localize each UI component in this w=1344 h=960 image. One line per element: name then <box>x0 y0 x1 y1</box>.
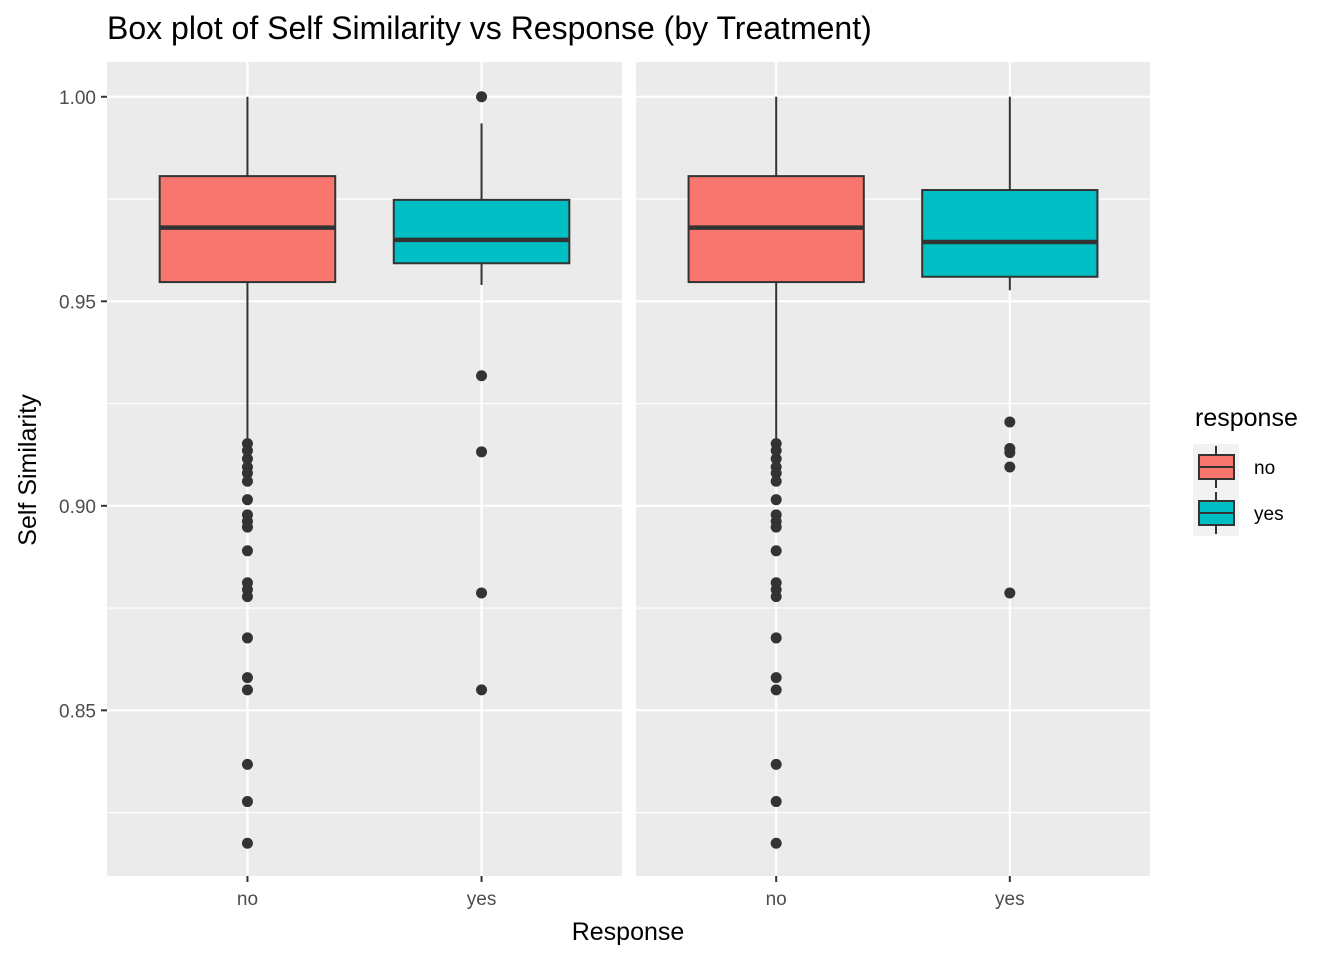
outlier-point <box>770 494 782 506</box>
outlier-point <box>241 684 253 696</box>
outlier-point <box>770 796 782 808</box>
y-tick-label: 0.90 <box>59 497 96 518</box>
box-yes <box>392 91 571 696</box>
box-no <box>158 96 337 849</box>
outlier-point <box>770 453 782 465</box>
outlier-point <box>476 587 488 599</box>
y-tick-label: 0.85 <box>59 701 96 722</box>
outlier-point <box>476 684 488 696</box>
outlier-point <box>770 467 782 479</box>
legend-title: response <box>1195 404 1298 432</box>
outlier-point <box>241 758 253 770</box>
legend-label: yes <box>1254 504 1284 525</box>
outlier-point <box>241 521 253 533</box>
x-tick-label: no <box>237 889 258 910</box>
y-tick-label: 1.00 <box>59 88 96 109</box>
outlier-point <box>241 837 253 849</box>
legend-label: no <box>1254 458 1275 479</box>
outlier-point <box>770 684 782 696</box>
y-axis: 0.85 0.90 0.95 1.00 <box>59 88 107 722</box>
chart-title: Box plot of Self Similarity vs Response … <box>107 10 872 46</box>
outlier-point <box>241 475 253 487</box>
outlier-point <box>241 494 253 506</box>
y-axis-title: Self Similarity <box>14 394 42 546</box>
legend-key-no <box>1193 444 1239 490</box>
outlier-point <box>770 837 782 849</box>
outlier-point <box>241 796 253 808</box>
x-axis: no yes no yes <box>237 876 1025 910</box>
outlier-point <box>770 521 782 533</box>
x-axis-title: Response <box>572 918 685 946</box>
box-body <box>392 198 571 265</box>
box-yes <box>921 96 1099 599</box>
x-tick-label: yes <box>995 889 1025 910</box>
outlier-point <box>1004 587 1016 599</box>
legend: response no yes <box>1193 404 1298 536</box>
box-no <box>687 96 865 849</box>
outlier-point <box>770 545 782 557</box>
outlier-point <box>241 545 253 557</box>
facet-panel <box>636 62 1150 876</box>
outlier-point <box>770 672 782 684</box>
outlier-point <box>1004 447 1016 459</box>
facet-panels <box>107 62 1150 876</box>
outlier-point <box>241 632 253 644</box>
outlier-point <box>476 370 488 382</box>
outlier-point <box>241 672 253 684</box>
outlier-point <box>241 591 253 603</box>
outlier-point <box>476 446 488 458</box>
outlier-point <box>241 467 253 479</box>
outlier-point <box>770 591 782 603</box>
outlier-point <box>241 445 253 457</box>
outlier-point <box>770 475 782 487</box>
legend-key-yes <box>1193 490 1239 536</box>
box-body <box>921 189 1099 278</box>
outlier-point <box>1004 461 1016 473</box>
outlier-point <box>1004 416 1016 428</box>
x-tick-label: no <box>766 889 787 910</box>
outlier-point <box>476 91 488 103</box>
outlier-point <box>241 453 253 465</box>
outlier-point <box>770 758 782 770</box>
y-tick-label: 0.95 <box>59 292 96 313</box>
x-tick-label: yes <box>467 889 497 910</box>
outlier-point <box>770 445 782 457</box>
outlier-point <box>770 632 782 644</box>
facet-panel <box>107 62 622 876</box>
